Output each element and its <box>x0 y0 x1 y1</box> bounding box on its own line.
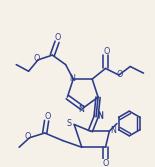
Text: N: N <box>110 126 116 135</box>
Text: S: S <box>67 119 72 128</box>
Text: N: N <box>69 74 75 83</box>
Text: O: O <box>55 34 61 42</box>
Text: N: N <box>78 105 84 114</box>
Text: O: O <box>44 112 51 121</box>
Text: N: N <box>97 112 103 121</box>
Text: N: N <box>97 111 103 120</box>
Text: O: O <box>103 47 110 56</box>
Text: O: O <box>102 159 109 167</box>
Text: O: O <box>24 132 31 141</box>
Text: O: O <box>117 70 123 79</box>
Text: O: O <box>34 54 40 63</box>
